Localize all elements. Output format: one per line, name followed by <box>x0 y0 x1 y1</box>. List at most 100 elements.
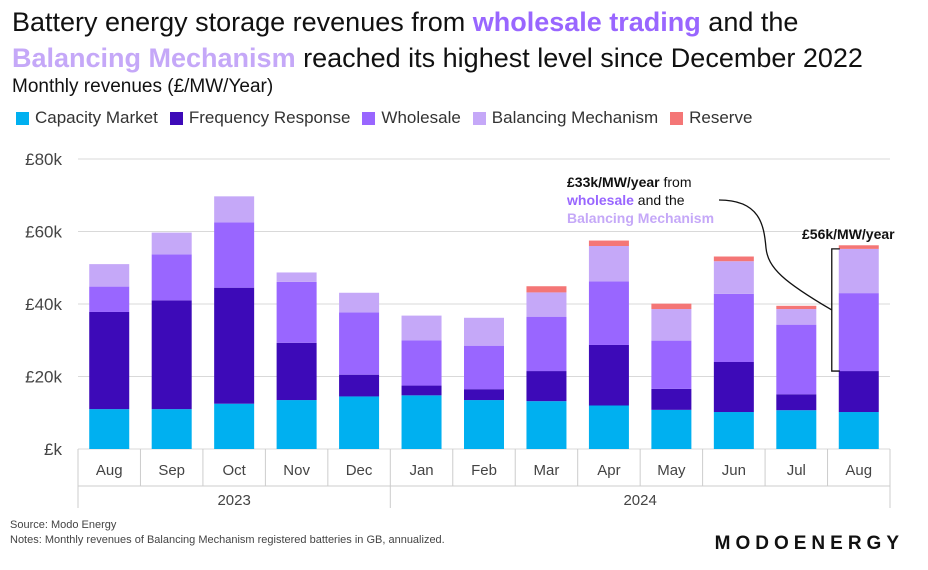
bar-segment-capacity-market <box>713 412 754 449</box>
bar-segment-balancing-mechanism <box>214 196 255 223</box>
bar-segment-balancing-mechanism <box>401 315 442 341</box>
chart-legend: Capacity Market Frequency Response Whole… <box>16 108 764 128</box>
bar-segment-capacity-market <box>89 409 130 449</box>
source-note: Source: Modo Energy <box>10 519 117 531</box>
chart-footer: Source: Modo Energy Notes: Monthly reven… <box>10 518 445 548</box>
legend-swatch <box>472 111 486 125</box>
year-label: 2023 <box>217 492 250 509</box>
bar-segment-capacity-market <box>776 410 817 449</box>
bar-segment-balancing-mechanism <box>89 264 130 287</box>
bar-segment-balancing-mechanism <box>339 292 380 313</box>
stacked-bar-chart: £k £20k £40k £60k £80k Aug Sep Oct Nov Dec Jan Feb M… <box>25 150 895 509</box>
bar-segment-capacity-market <box>401 395 442 449</box>
legend-label: Frequency Response <box>188 108 351 127</box>
x-tick-label: Mar <box>534 462 560 479</box>
x-tick-label: Sep <box>158 462 185 479</box>
bar-segment-wholesale <box>588 281 629 345</box>
legend-item-reserve: Reserve <box>670 108 752 128</box>
title-part-3: reached its highest level since December… <box>295 43 863 73</box>
notes-text: Notes: Monthly revenues of Balancing Mec… <box>10 534 445 546</box>
bar-segment-balancing-mechanism <box>526 292 567 317</box>
annotation-connector <box>718 199 833 311</box>
bar-segment-capacity-market <box>526 401 567 449</box>
bar-segment-frequency-response <box>776 394 817 411</box>
bar-segment-wholesale <box>526 316 567 372</box>
annotation-total-text: £56k/MW/year <box>802 226 895 242</box>
legend-swatch <box>362 111 376 125</box>
bar-segment-frequency-response <box>588 344 629 406</box>
bar-segment-capacity-market <box>651 409 692 449</box>
x-tick-label: Oct <box>222 462 246 479</box>
bar-segment-reserve <box>713 256 754 262</box>
bar-segment-capacity-market <box>588 405 629 449</box>
bar-segment-balancing-mechanism <box>276 272 317 282</box>
bar-segment-wholesale <box>651 340 692 389</box>
x-tick-label: Jun <box>722 462 746 479</box>
title-wholesale-highlight: wholesale trading <box>472 7 701 37</box>
bar-segment-frequency-response <box>276 342 317 401</box>
bar-segment-capacity-market <box>339 396 380 449</box>
bar-segment-capacity-market <box>464 400 504 449</box>
title-part-2: and the <box>700 7 799 37</box>
bar-segment-wholesale <box>464 345 504 390</box>
x-tick-label: Jan <box>409 462 433 479</box>
bar-segment-wholesale <box>713 293 754 362</box>
x-tick-label: Jul <box>787 462 806 479</box>
bar-segment-balancing-mechanism <box>776 309 817 325</box>
x-tick-label: May <box>657 462 686 479</box>
chart-subtitle: Monthly revenues (£/MW/Year) <box>12 76 274 97</box>
bar-segment-balancing-mechanism <box>588 246 629 282</box>
bar-segment-wholesale <box>339 312 380 375</box>
y-tick-label: £80k <box>25 150 62 169</box>
year-label: 2024 <box>623 492 656 509</box>
title-part-1: Battery energy storage revenues from <box>12 7 473 37</box>
bar-segment-reserve <box>526 286 567 293</box>
bar-segment-wholesale <box>838 293 879 372</box>
legend-swatch <box>670 111 684 125</box>
x-tick-label: Aug <box>845 462 872 479</box>
bar-segment-frequency-response <box>651 388 692 410</box>
y-tick-label: £60k <box>25 223 62 242</box>
annotation-wholesale-bm-line3: Balancing Mechanism <box>567 210 714 226</box>
bar-segment-reserve <box>588 240 629 246</box>
bar-segment-wholesale <box>401 340 442 386</box>
bar-segment-capacity-market <box>214 403 255 449</box>
legend-item-capacity-market: Capacity Market <box>16 108 158 128</box>
legend-item-balancing-mechanism: Balancing Mechanism <box>472 108 658 128</box>
bar-segment-reserve <box>651 303 692 310</box>
annotation-wholesale-bm-text: £33k/MW/year from <box>567 174 692 190</box>
bar-segment-wholesale <box>776 324 817 395</box>
bar-segment-frequency-response <box>526 371 567 402</box>
bar-segment-wholesale <box>276 281 317 343</box>
x-tick-label: Aug <box>96 462 123 479</box>
y-tick-label: £40k <box>25 295 62 314</box>
bar-segment-capacity-market <box>276 400 317 449</box>
bar-segment-balancing-mechanism <box>713 261 754 294</box>
bar-segment-frequency-response <box>838 371 879 413</box>
bar-segment-wholesale <box>214 222 255 288</box>
modo-energy-logo: MODOENERGY <box>714 533 904 554</box>
legend-label: Wholesale <box>381 108 461 127</box>
bar-segment-frequency-response <box>214 287 255 404</box>
title-bm-highlight: Balancing Mechanism <box>12 43 296 73</box>
annotation-wholesale-bm-line2: wholesale and the <box>566 192 685 208</box>
bar-segment-balancing-mechanism <box>651 309 692 341</box>
bar-segment-balancing-mechanism <box>838 248 879 294</box>
bar-segment-wholesale <box>151 254 192 301</box>
legend-label: Capacity Market <box>35 108 158 127</box>
bar-segment-frequency-response <box>713 362 754 413</box>
legend-swatch <box>16 111 29 125</box>
bar-segment-reserve <box>838 245 879 249</box>
bar-segment-wholesale <box>89 286 130 312</box>
x-tick-label: Feb <box>471 462 497 479</box>
x-tick-label: Apr <box>597 462 620 479</box>
legend-swatch <box>169 111 183 125</box>
bar-segment-reserve <box>776 305 817 310</box>
bar-segment-capacity-market <box>151 409 192 449</box>
bar-segment-balancing-mechanism <box>464 317 504 346</box>
bar-segment-frequency-response <box>339 374 380 397</box>
chart-title: Battery energy storage revenues from who… <box>12 4 912 76</box>
y-tick-label: £20k <box>25 368 62 387</box>
annotation-bracket <box>831 248 840 372</box>
bar-segment-capacity-market <box>838 412 879 449</box>
